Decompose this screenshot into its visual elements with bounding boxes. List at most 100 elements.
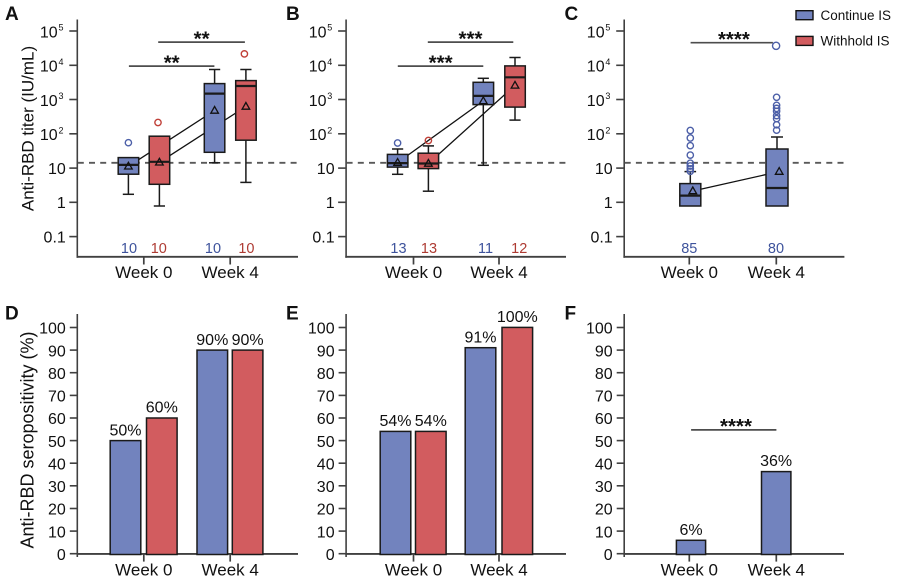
svg-text:Week 4: Week 4 bbox=[748, 263, 805, 282]
svg-text:12: 12 bbox=[511, 241, 527, 257]
svg-text:4: 4 bbox=[327, 57, 332, 67]
svg-text:4: 4 bbox=[59, 57, 64, 67]
svg-text:D: D bbox=[5, 303, 19, 324]
svg-text:***: *** bbox=[429, 51, 453, 74]
svg-text:70: 70 bbox=[317, 389, 335, 406]
svg-text:2: 2 bbox=[605, 125, 610, 135]
svg-text:4: 4 bbox=[605, 57, 610, 67]
svg-text:100: 100 bbox=[39, 321, 66, 338]
svg-text:Week 4: Week 4 bbox=[470, 561, 527, 580]
svg-text:10: 10 bbox=[595, 524, 613, 541]
svg-text:Week 4: Week 4 bbox=[748, 561, 805, 580]
svg-text:Withhold IS: Withhold IS bbox=[821, 34, 890, 49]
svg-text:A: A bbox=[5, 4, 19, 25]
svg-text:Anti-RBD titer (IU/mL): Anti-RBD titer (IU/mL) bbox=[19, 46, 38, 211]
svg-text:0.1: 0.1 bbox=[44, 230, 66, 247]
svg-text:3: 3 bbox=[605, 91, 610, 101]
svg-text:3: 3 bbox=[327, 91, 332, 101]
svg-text:10: 10 bbox=[587, 127, 605, 144]
svg-text:40: 40 bbox=[48, 456, 66, 473]
svg-text:Week 0: Week 0 bbox=[385, 263, 442, 282]
svg-text:30: 30 bbox=[317, 479, 335, 496]
svg-text:100: 100 bbox=[308, 321, 335, 338]
svg-text:2: 2 bbox=[327, 125, 332, 135]
svg-text:C: C bbox=[565, 4, 579, 25]
svg-text:60: 60 bbox=[595, 411, 613, 428]
svg-text:0.1: 0.1 bbox=[312, 230, 334, 247]
svg-text:10: 10 bbox=[587, 24, 605, 41]
svg-text:70: 70 bbox=[48, 389, 66, 406]
svg-text:100%: 100% bbox=[497, 309, 538, 326]
svg-text:10: 10 bbox=[309, 59, 327, 76]
svg-text:1: 1 bbox=[326, 195, 335, 212]
svg-text:Week 0: Week 0 bbox=[385, 561, 442, 580]
svg-text:10: 10 bbox=[151, 241, 167, 257]
svg-text:13: 13 bbox=[421, 241, 437, 257]
svg-text:90%: 90% bbox=[232, 332, 264, 349]
svg-text:50: 50 bbox=[595, 434, 613, 451]
svg-text:10: 10 bbox=[40, 93, 58, 110]
svg-text:Week 4: Week 4 bbox=[202, 561, 259, 580]
svg-text:50: 50 bbox=[317, 434, 335, 451]
svg-text:10: 10 bbox=[587, 59, 605, 76]
svg-text:0.1: 0.1 bbox=[590, 230, 612, 247]
svg-text:Week 0: Week 0 bbox=[661, 561, 718, 580]
svg-text:54%: 54% bbox=[379, 413, 411, 430]
svg-text:30: 30 bbox=[48, 479, 66, 496]
svg-text:**: ** bbox=[164, 51, 180, 74]
svg-text:1: 1 bbox=[604, 195, 613, 212]
svg-text:10: 10 bbox=[309, 24, 327, 41]
svg-text:10: 10 bbox=[48, 161, 66, 178]
svg-text:10: 10 bbox=[595, 161, 613, 178]
svg-text:1: 1 bbox=[57, 195, 66, 212]
svg-text:80: 80 bbox=[595, 366, 613, 383]
svg-text:10: 10 bbox=[48, 524, 66, 541]
svg-text:90%: 90% bbox=[196, 332, 228, 349]
svg-text:11: 11 bbox=[478, 241, 493, 257]
svg-text:36%: 36% bbox=[760, 453, 792, 470]
svg-text:100: 100 bbox=[586, 321, 613, 338]
svg-text:10: 10 bbox=[317, 161, 335, 178]
svg-text:10: 10 bbox=[121, 241, 137, 257]
svg-text:30: 30 bbox=[595, 479, 613, 496]
svg-text:10: 10 bbox=[238, 241, 254, 257]
svg-text:3: 3 bbox=[59, 91, 64, 101]
svg-text:0: 0 bbox=[326, 547, 335, 564]
svg-text:****: **** bbox=[720, 415, 752, 438]
svg-text:Continue IS: Continue IS bbox=[821, 8, 892, 23]
svg-text:70: 70 bbox=[595, 389, 613, 406]
svg-text:60: 60 bbox=[317, 411, 335, 428]
svg-text:B: B bbox=[286, 4, 300, 25]
svg-text:6%: 6% bbox=[679, 522, 702, 539]
svg-text:90: 90 bbox=[317, 343, 335, 360]
svg-text:Week 4: Week 4 bbox=[470, 263, 527, 282]
svg-text:20: 20 bbox=[595, 502, 613, 519]
svg-text:50%: 50% bbox=[109, 422, 141, 439]
svg-text:50: 50 bbox=[48, 434, 66, 451]
svg-text:85: 85 bbox=[681, 241, 697, 257]
svg-text:0: 0 bbox=[57, 547, 66, 564]
svg-text:20: 20 bbox=[317, 502, 335, 519]
svg-text:5: 5 bbox=[605, 23, 610, 33]
svg-text:E: E bbox=[286, 303, 299, 324]
svg-text:80: 80 bbox=[768, 241, 784, 257]
svg-text:60%: 60% bbox=[146, 400, 178, 417]
svg-text:10: 10 bbox=[309, 127, 327, 144]
svg-text:10: 10 bbox=[40, 24, 58, 41]
svg-text:91%: 91% bbox=[464, 330, 496, 347]
svg-text:54%: 54% bbox=[415, 413, 447, 430]
svg-text:Anti-RBD seropositivity (%): Anti-RBD seropositivity (%) bbox=[18, 331, 38, 548]
svg-text:10: 10 bbox=[587, 93, 605, 110]
svg-text:90: 90 bbox=[48, 343, 66, 360]
svg-text:60: 60 bbox=[48, 411, 66, 428]
svg-text:80: 80 bbox=[48, 366, 66, 383]
svg-text:10: 10 bbox=[205, 241, 221, 257]
svg-text:20: 20 bbox=[48, 502, 66, 519]
svg-text:40: 40 bbox=[317, 456, 335, 473]
svg-text:***: *** bbox=[459, 27, 483, 50]
svg-text:10: 10 bbox=[317, 524, 335, 541]
svg-text:10: 10 bbox=[309, 93, 327, 110]
svg-text:**: ** bbox=[194, 27, 210, 50]
svg-text:5: 5 bbox=[327, 23, 332, 33]
svg-text:F: F bbox=[565, 303, 577, 324]
